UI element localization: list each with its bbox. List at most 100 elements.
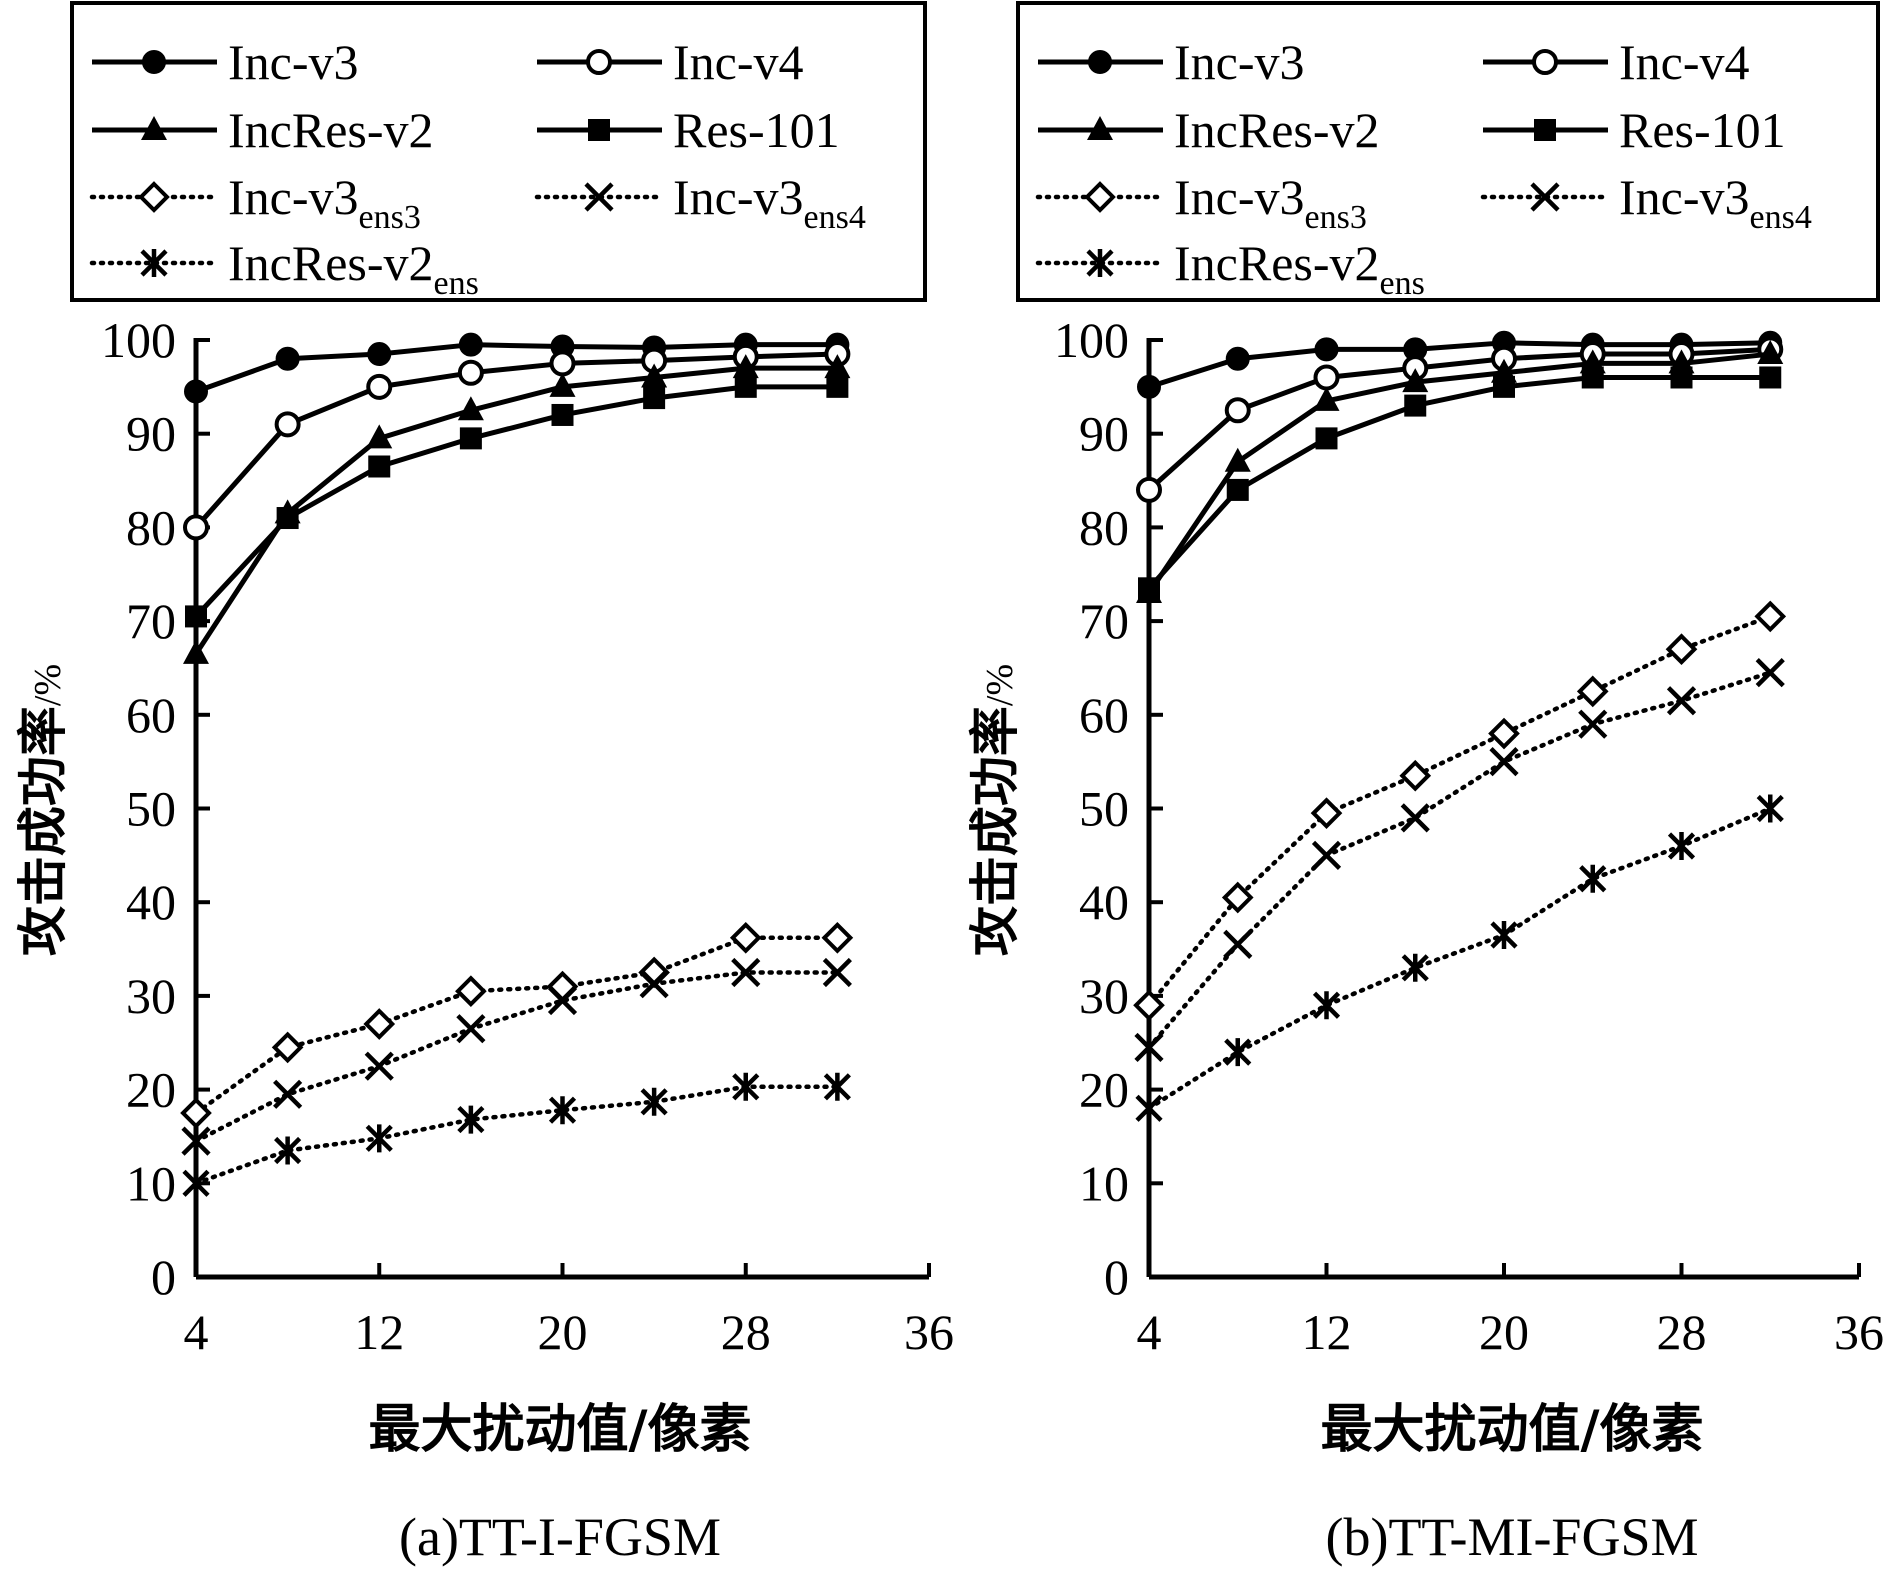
legend-marker-icon [1530, 182, 1560, 212]
y-axis-label-main: 攻击成功率 [14, 706, 72, 956]
legend-item-5: Inc-v3ens4 [534, 169, 866, 236]
data-point [549, 350, 576, 377]
data-point [1399, 759, 1432, 792]
data-point [368, 455, 391, 478]
data-point [366, 424, 393, 449]
y-tick-label: 90 [126, 406, 176, 462]
data-point [1137, 374, 1161, 399]
legend-label: Inc-v4 [1619, 34, 1750, 90]
y-tick-label: 60 [126, 687, 176, 743]
legend-marker-icon [1087, 116, 1113, 140]
y-tick-label: 70 [126, 593, 176, 649]
data-point [1224, 1038, 1252, 1067]
data-point [273, 1079, 303, 1109]
panel-caption: (a)TT-I-FGSM [399, 1507, 721, 1567]
series-line [193, 365, 838, 656]
data-point [183, 514, 209, 541]
series-4 [1133, 600, 1787, 1022]
legend-label: Inc-v3 [1174, 34, 1305, 90]
data-point [821, 921, 854, 954]
legend-label: IncRes-v2 [228, 102, 434, 158]
legend-name: IncRes-v2 [1174, 235, 1380, 291]
data-point [1136, 476, 1162, 503]
y-axis-label-main: 攻击成功率 [966, 706, 1024, 956]
data-point [822, 957, 852, 988]
series-4 [180, 921, 854, 1129]
data-point [1755, 658, 1785, 688]
x-tick-label: 28 [1657, 1304, 1707, 1360]
data-point [1576, 675, 1609, 708]
series-5 [181, 957, 852, 1156]
series-line [1146, 670, 1773, 1050]
data-point [639, 969, 669, 999]
legend-name: IncRes-v2 [228, 102, 434, 158]
data-point [1311, 840, 1342, 870]
data-point [551, 403, 574, 426]
legend-marker-icon [584, 182, 614, 212]
legend-marker-icon [586, 49, 612, 75]
y-axis-label-unit: /% [979, 664, 1021, 706]
data-point [181, 1126, 211, 1156]
legend-item-3: Res-101 [537, 102, 840, 158]
legend-subscript: ens [1380, 265, 1425, 302]
data-point [1226, 478, 1249, 501]
data-point [1493, 375, 1515, 398]
data-point [1402, 368, 1429, 393]
data-point [274, 411, 301, 438]
series-5 [1134, 658, 1785, 1063]
series-line [1147, 374, 1771, 590]
legend-marker-icon [1086, 249, 1114, 277]
legend-name: IncRes-v2 [228, 235, 434, 291]
data-point [271, 1031, 304, 1064]
data-point [182, 1169, 210, 1198]
series-line [194, 351, 838, 530]
data-point [1756, 794, 1784, 823]
data-point [184, 379, 208, 404]
legend-subscript: ens3 [1305, 199, 1367, 236]
data-point [459, 427, 482, 450]
data-point [458, 332, 483, 357]
data-point [457, 1105, 485, 1134]
series-line [1146, 806, 1773, 1111]
legend-marker-icon [140, 249, 168, 277]
series-line [1146, 614, 1773, 1008]
data-point [1315, 427, 1338, 450]
data-point [1314, 337, 1339, 362]
x-tick-label: 4 [184, 1304, 209, 1360]
legend-name: Inc-v3 [228, 34, 359, 90]
series-line [1146, 351, 1771, 595]
data-point [1224, 397, 1251, 424]
data-point [274, 1136, 302, 1165]
data-point [456, 1014, 486, 1044]
data-point [183, 639, 209, 664]
legend-marker-icon [588, 119, 610, 141]
legend-name: Res-101 [673, 102, 840, 158]
data-point [1754, 600, 1787, 633]
data-point [729, 921, 762, 954]
data-point [823, 1072, 851, 1101]
data-point [824, 354, 851, 379]
y-tick-label: 30 [126, 968, 176, 1024]
data-point [734, 375, 757, 398]
data-point [363, 1008, 396, 1040]
legend-item-2: IncRes-v2 [1038, 102, 1380, 158]
legend-name: IncRes-v2 [1174, 102, 1380, 158]
data-point [641, 363, 668, 388]
data-point [1670, 366, 1693, 389]
x-tick-label: 4 [1137, 1304, 1162, 1360]
legend-item-0: Inc-v3 [1038, 34, 1305, 90]
data-point [364, 1051, 394, 1081]
data-point [455, 975, 487, 1008]
legend-item-2: IncRes-v2 [92, 102, 434, 158]
series-6 [1135, 794, 1784, 1123]
y-axis-label: 攻击成功率/% [14, 664, 72, 956]
y-tick-label: 60 [1079, 687, 1129, 743]
legend-item-0: Inc-v3 [92, 34, 359, 90]
legend-marker-icon [141, 116, 167, 140]
x-tick-label: 36 [1834, 1304, 1884, 1360]
x-tick-label: 20 [538, 1304, 588, 1360]
legend-label: Inc-v3ens3 [228, 169, 421, 236]
y-axis-label: 攻击成功率/% [966, 664, 1024, 956]
